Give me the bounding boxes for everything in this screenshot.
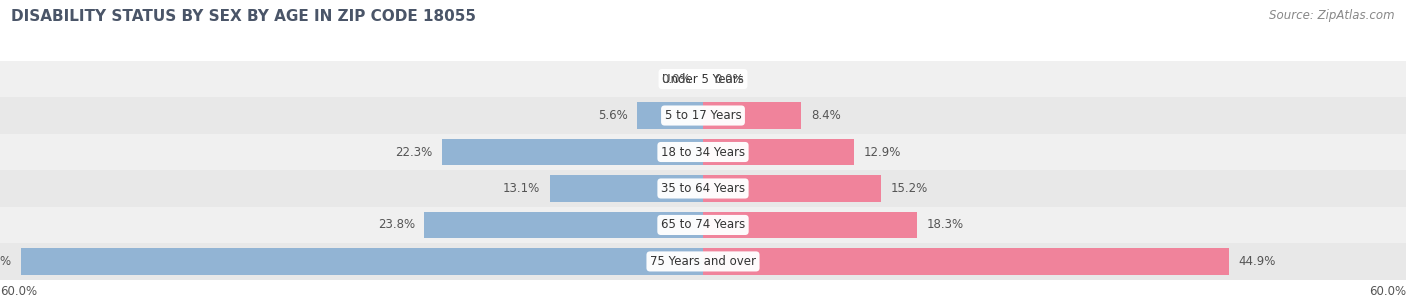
Text: 60.0%: 60.0% — [1369, 285, 1406, 298]
Text: 13.1%: 13.1% — [503, 182, 540, 195]
Text: 18.3%: 18.3% — [927, 219, 965, 231]
Text: Source: ZipAtlas.com: Source: ZipAtlas.com — [1270, 9, 1395, 22]
Text: 0.0%: 0.0% — [662, 73, 692, 85]
Bar — [0, 134, 1406, 170]
Bar — [0, 170, 1406, 207]
Text: 23.8%: 23.8% — [378, 219, 415, 231]
Text: 8.4%: 8.4% — [811, 109, 841, 122]
Bar — [703, 102, 801, 129]
Text: 58.2%: 58.2% — [0, 255, 11, 268]
Text: 5.6%: 5.6% — [599, 109, 628, 122]
Bar — [425, 212, 703, 238]
Text: 18 to 34 Years: 18 to 34 Years — [661, 146, 745, 158]
Bar — [0, 61, 1406, 97]
Text: 22.3%: 22.3% — [395, 146, 433, 158]
Text: 75 Years and over: 75 Years and over — [650, 255, 756, 268]
Text: Under 5 Years: Under 5 Years — [662, 73, 744, 85]
Text: 44.9%: 44.9% — [1239, 255, 1275, 268]
Text: DISABILITY STATUS BY SEX BY AGE IN ZIP CODE 18055: DISABILITY STATUS BY SEX BY AGE IN ZIP C… — [11, 9, 477, 24]
Bar — [550, 175, 703, 202]
Bar — [0, 207, 1406, 243]
Bar — [441, 139, 703, 165]
Text: 12.9%: 12.9% — [863, 146, 901, 158]
Bar — [703, 248, 1229, 275]
Bar — [703, 175, 882, 202]
Bar — [703, 212, 917, 238]
Text: 5 to 17 Years: 5 to 17 Years — [665, 109, 741, 122]
Bar — [637, 102, 703, 129]
Text: 35 to 64 Years: 35 to 64 Years — [661, 182, 745, 195]
Bar — [0, 97, 1406, 134]
Text: 65 to 74 Years: 65 to 74 Years — [661, 219, 745, 231]
Bar — [21, 248, 703, 275]
Bar — [703, 139, 855, 165]
Text: 15.2%: 15.2% — [890, 182, 928, 195]
Bar — [0, 243, 1406, 280]
Text: 60.0%: 60.0% — [0, 285, 37, 298]
Text: 0.0%: 0.0% — [714, 73, 744, 85]
